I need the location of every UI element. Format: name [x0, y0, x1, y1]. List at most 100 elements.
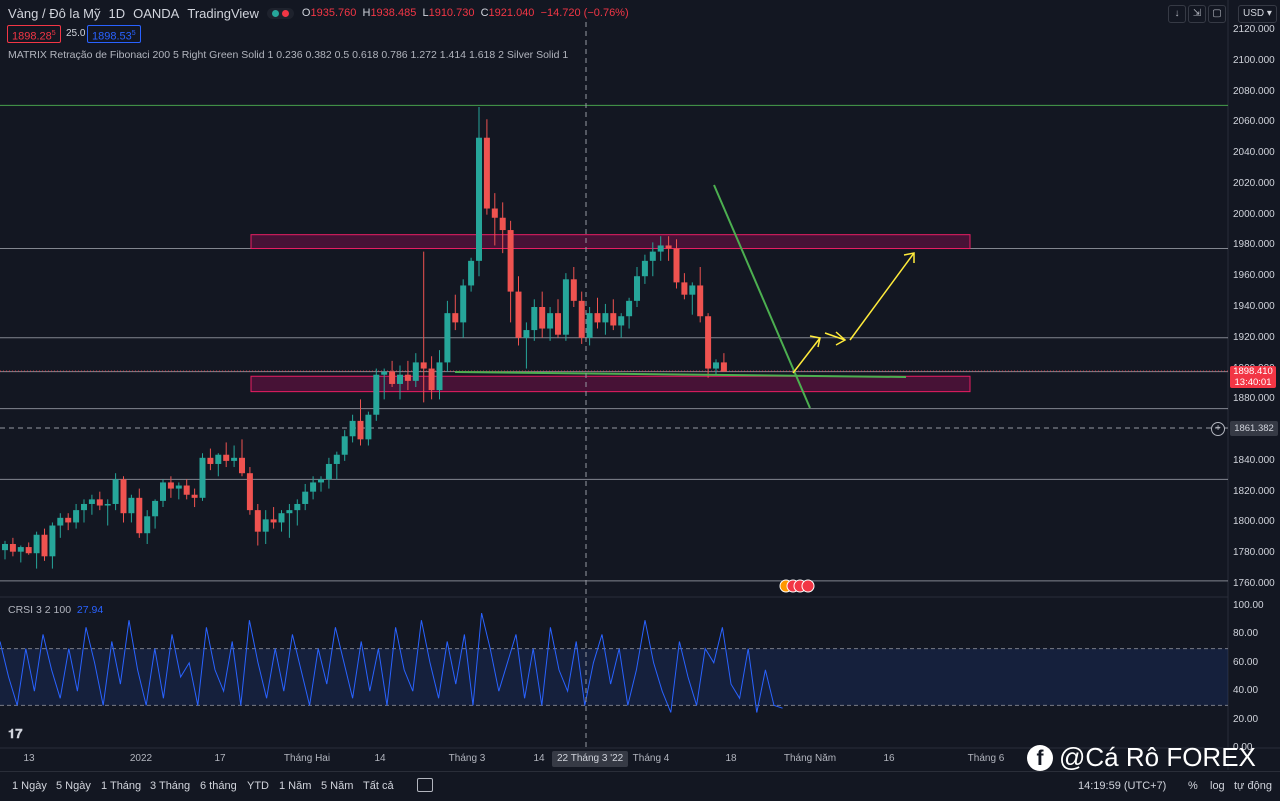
- candle-body: [88, 499, 95, 504]
- range-button[interactable]: 5 Ngày: [56, 780, 91, 792]
- price-axis-label: 1800.000: [1233, 516, 1275, 528]
- add-alert-icon[interactable]: +: [1211, 422, 1225, 436]
- price-axis-label: 2060.000: [1233, 116, 1275, 128]
- tradingview-logo-icon[interactable]: 𝟏𝟕: [8, 726, 23, 741]
- currency-select[interactable]: USD ▾: [1238, 5, 1277, 23]
- time-axis-label: 14: [374, 753, 386, 764]
- percent-toggle[interactable]: %: [1188, 780, 1198, 792]
- candle-body: [444, 313, 451, 363]
- candle-body: [499, 217, 506, 231]
- date-range-icon[interactable]: [417, 778, 433, 792]
- candle-body: [357, 420, 364, 440]
- candle-body: [681, 282, 688, 295]
- range-button[interactable]: 1 Tháng: [101, 780, 142, 792]
- price-axis-label: 1820.000: [1233, 485, 1275, 497]
- log-toggle[interactable]: log: [1210, 780, 1225, 792]
- candle-body: [515, 291, 522, 338]
- price-axis-label: 1780.000: [1233, 547, 1275, 559]
- crsi-axis-label: 80.00: [1233, 628, 1259, 640]
- range-button[interactable]: Tất cả: [363, 780, 394, 792]
- sr-zone: [250, 234, 971, 250]
- buy-button[interactable]: 1898.535: [87, 25, 141, 43]
- neckline: [454, 371, 907, 378]
- price-axis-label: 1880.000: [1233, 393, 1275, 405]
- candle-body: [539, 307, 546, 329]
- candle-body: [523, 330, 530, 338]
- market-status-toggle[interactable]: [266, 7, 294, 19]
- candle-body: [720, 362, 727, 372]
- range-button[interactable]: 1 Năm: [279, 780, 312, 792]
- price-axis-label: 2020.000: [1233, 177, 1275, 189]
- crosshair-price-tag: 1861.382: [1230, 421, 1278, 436]
- time-axis-label: 17: [214, 753, 226, 764]
- crsi-line: [0, 612, 783, 713]
- time-axis-label: Tháng 4: [632, 753, 670, 764]
- candle-body: [586, 313, 593, 338]
- candle-body: [333, 454, 340, 464]
- candle-body: [310, 482, 317, 492]
- candle-body: [278, 513, 285, 523]
- ohlc-values: O1935.760 H1938.485 L1910.730 C1921.040 …: [301, 7, 629, 19]
- candle-body: [294, 503, 301, 511]
- fib-indicator-label[interactable]: MATRIX Retração de Fibonaci 200 5 Right …: [8, 49, 569, 61]
- platform: TradingView: [187, 5, 259, 21]
- time-axis-label: 14: [533, 753, 545, 764]
- candle-body: [420, 362, 427, 369]
- crsi-pane: [0, 612, 1228, 713]
- fib-levels: [0, 104, 1228, 582]
- candle-body: [223, 454, 230, 461]
- range-button[interactable]: 3 Tháng: [150, 780, 191, 792]
- price-axis-label: 2080.000: [1233, 85, 1275, 97]
- chart-grid: [0, 0, 1280, 770]
- drawings: [454, 184, 915, 593]
- candle-body: [507, 230, 514, 292]
- candle-body: [9, 543, 16, 552]
- candle-body: [120, 479, 127, 514]
- broker: OANDA: [133, 5, 180, 21]
- candle-body: [547, 313, 554, 329]
- candle-body: [428, 368, 435, 391]
- time-axis-label: 16: [883, 753, 895, 764]
- candle-body: [483, 137, 490, 209]
- candle-body: [365, 414, 372, 440]
- candle-body: [128, 497, 135, 514]
- candle-body: [302, 491, 309, 504]
- candle-body: [2, 543, 8, 551]
- clock[interactable]: 14:19:59 (UTC+7): [1078, 780, 1167, 792]
- sr-zone: [250, 375, 971, 393]
- fullscreen-icon[interactable]: ▢: [1208, 5, 1226, 23]
- range-button[interactable]: YTD: [247, 780, 269, 792]
- event-flag-icon: [801, 579, 815, 593]
- candle-body: [318, 479, 324, 483]
- candle-body: [207, 457, 214, 464]
- time-axis-label: Tháng 3: [448, 753, 486, 764]
- candle-body: [389, 371, 396, 384]
- candle-body: [160, 482, 166, 501]
- arrow-down-icon[interactable]: ↓: [1168, 5, 1186, 23]
- candle-body: [531, 307, 538, 331]
- crsi-indicator-label[interactable]: CRSI 3 2 100 27.94: [8, 604, 104, 616]
- candle-body: [381, 371, 388, 375]
- range-button[interactable]: 5 Năm: [321, 780, 354, 792]
- candle-body: [697, 285, 704, 317]
- interval[interactable]: 1D: [108, 5, 126, 21]
- price-axis-label: 1980.000: [1233, 239, 1275, 251]
- symbol-name[interactable]: Vàng / Đô la Mỹ: [8, 5, 101, 21]
- price-axis-label: 1840.000: [1233, 454, 1275, 466]
- time-axis-label: 13: [23, 753, 35, 764]
- time-axis-label: Tháng 6: [967, 753, 1005, 764]
- time-axis-label: 18: [725, 753, 737, 764]
- range-button[interactable]: 6 tháng: [200, 780, 237, 792]
- range-button[interactable]: 1 Ngày: [12, 780, 47, 792]
- sell-button[interactable]: 1898.285: [7, 25, 61, 43]
- candle-body: [673, 248, 680, 283]
- collapse-icon[interactable]: ⇲: [1188, 5, 1206, 23]
- spread-value: 25.0: [66, 28, 86, 39]
- chart-canvas[interactable]: [0, 0, 1280, 770]
- auto-scale-toggle[interactable]: tự động: [1234, 780, 1272, 792]
- candle-body: [476, 137, 482, 261]
- arrow-head-2: [835, 331, 847, 346]
- candle-body: [397, 374, 403, 384]
- projection-arrow-1: [792, 337, 821, 374]
- price-axis-label: 2100.000: [1233, 54, 1275, 66]
